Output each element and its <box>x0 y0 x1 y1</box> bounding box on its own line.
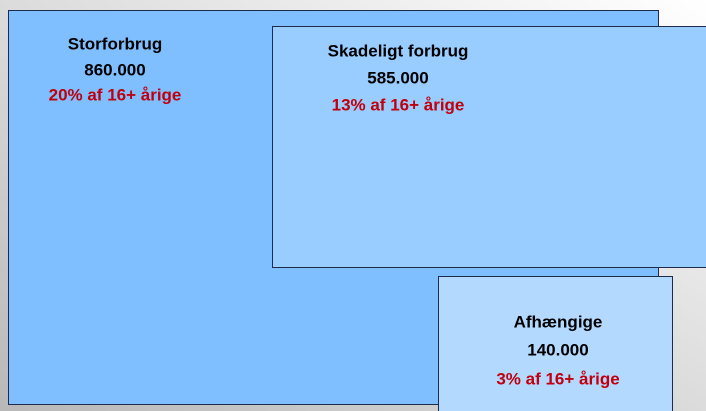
node-value: 585.000 <box>367 68 428 87</box>
node-value: 140.000 <box>527 340 588 359</box>
node-label: Skadeligt forbrug <box>328 41 469 60</box>
box <box>438 276 673 411</box>
node-skadeligt: Skadeligt forbrug 585.000 13% af 16+ åri… <box>272 26 706 268</box>
node-value: 860.000 <box>84 60 145 79</box>
box <box>272 26 706 268</box>
node-share: 13% af 16+ årige <box>332 95 465 114</box>
node-afhaengige: Afhængige 140.000 3% af 16+ årige <box>438 276 673 411</box>
node-label: Afhængige <box>514 312 603 331</box>
node-share: 3% af 16+ årige <box>496 369 619 388</box>
node-share: 20% af 16+ årige <box>49 85 182 104</box>
node-label: Storforbrug <box>68 34 162 53</box>
